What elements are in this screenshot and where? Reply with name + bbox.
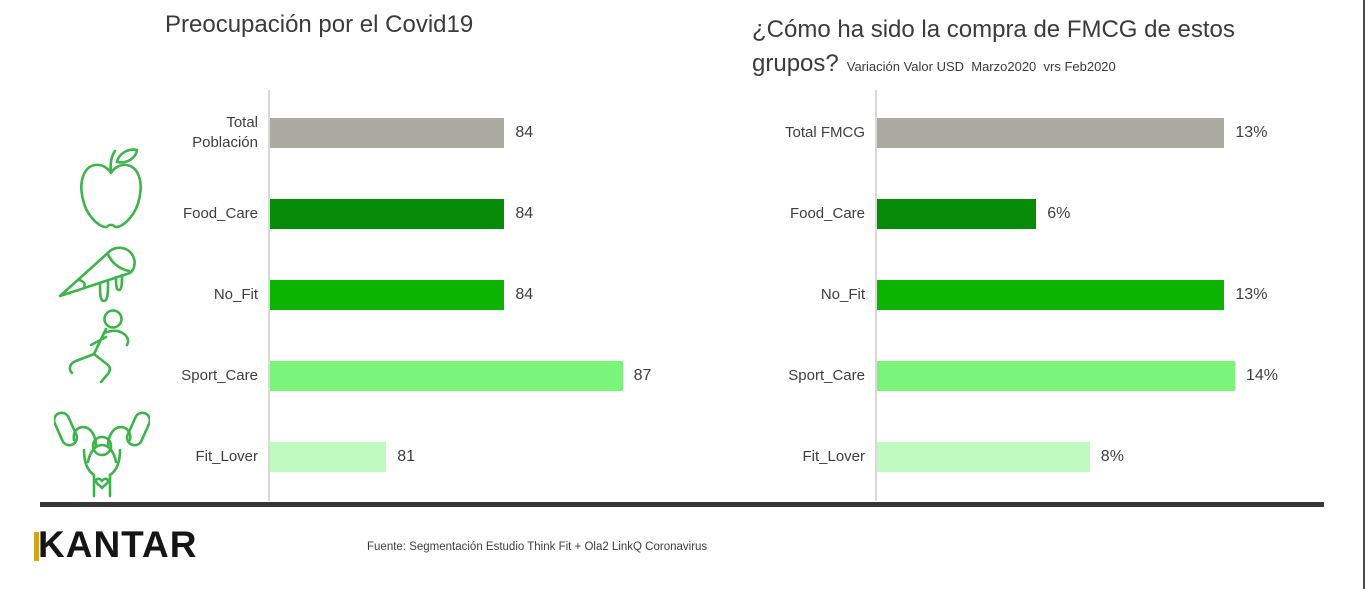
- right-chart-axis: [875, 90, 877, 501]
- kantar-logo-accent: [34, 532, 39, 561]
- right-chart: Total FMCG 13% Food_Care 6% No_Fit 13% Sport_C…: [758, 90, 1278, 501]
- chart-row: Total FMCG 13%: [758, 92, 1278, 173]
- left-chart-axis: [268, 90, 270, 501]
- value-label: 8%: [1100, 447, 1124, 465]
- category-label: Fit_Lover: [195, 447, 258, 465]
- bar: [268, 441, 387, 472]
- category-label: Sport_Care: [788, 366, 865, 384]
- bar: [875, 441, 1090, 472]
- bar-zone: 8%: [875, 416, 1278, 497]
- footer-divider: [40, 502, 1324, 507]
- bar: [875, 279, 1225, 310]
- pizza-slice-icon: [56, 238, 148, 313]
- kantar-logo-text: KANTAR: [38, 524, 198, 565]
- bar-zone: 87: [268, 335, 662, 416]
- apple-icon: [78, 147, 144, 238]
- value-label: 84: [515, 123, 534, 141]
- bar: [268, 360, 623, 391]
- value-label: 81: [397, 447, 415, 465]
- category-label: No_Fit: [213, 285, 258, 303]
- bar: [268, 117, 505, 148]
- category-label: Food_Care: [182, 204, 258, 222]
- value-label: 84: [515, 204, 534, 222]
- bar: [268, 279, 505, 310]
- chart-row: No_Fit 13%: [758, 254, 1278, 335]
- chart-row: Sport_Care 87: [150, 335, 662, 416]
- bar: [875, 360, 1235, 391]
- right-chart-subtitle: Variación Valor USD Marzo2020 vrs Feb202…: [846, 58, 1116, 74]
- right-chart-title-text: ¿Cómo ha sido la compra de FMCG de estos…: [752, 16, 1235, 77]
- bar-zone: 84: [268, 254, 662, 335]
- bar-zone: 13%: [875, 254, 1278, 335]
- kantar-logo: KANTAR: [34, 524, 198, 566]
- value-label: 14%: [1245, 366, 1278, 384]
- value-label: 13%: [1235, 123, 1268, 141]
- left-chart: Total Población 84 Food_Care 84 No_Fit 84 Spor…: [150, 90, 662, 501]
- chart-row: Food_Care 6%: [758, 173, 1278, 254]
- value-label: 13%: [1235, 285, 1268, 303]
- value-label: 84: [515, 285, 534, 303]
- bar-zone: 81: [268, 416, 662, 497]
- bar-zone: 84: [268, 92, 662, 173]
- value-label: 87: [633, 366, 652, 384]
- chart-row: Fit_Lover 8%: [758, 416, 1278, 497]
- bar-zone: 6%: [875, 173, 1278, 254]
- bar: [268, 198, 505, 229]
- chart-row: Food_Care 84: [150, 173, 662, 254]
- bar-zone: 13%: [875, 92, 1278, 173]
- runner-icon: [62, 308, 142, 403]
- bar: [875, 117, 1225, 148]
- category-label: No_Fit: [820, 285, 865, 303]
- source-text: Fuente: Segmentación Estudio Think Fit +…: [367, 541, 708, 553]
- bar-zone: 84: [268, 173, 662, 254]
- bar: [875, 198, 1037, 229]
- category-label: Fit_Lover: [802, 447, 865, 465]
- category-label: Food_Care: [789, 204, 865, 222]
- category-label: Total Población: [192, 114, 258, 151]
- category-label: Sport_Care: [181, 366, 258, 384]
- left-chart-title: Preocupación por el Covid19: [165, 11, 474, 38]
- weightlifter-icon: [52, 398, 152, 503]
- right-chart-title: ¿Cómo ha sido la compra de FMCG de estos…: [752, 13, 1297, 80]
- chart-row: Sport_Care 14%: [758, 335, 1278, 416]
- bar-zone: 14%: [875, 335, 1278, 416]
- category-label: Total FMCG: [784, 123, 865, 141]
- segment-icons: [0, 0, 160, 520]
- chart-row: No_Fit 84: [150, 254, 662, 335]
- chart-row: Total Población 84: [150, 92, 662, 173]
- chart-row: Fit_Lover 81: [150, 416, 662, 497]
- value-label: 6%: [1047, 204, 1071, 222]
- slide-right-border: [1363, 0, 1365, 589]
